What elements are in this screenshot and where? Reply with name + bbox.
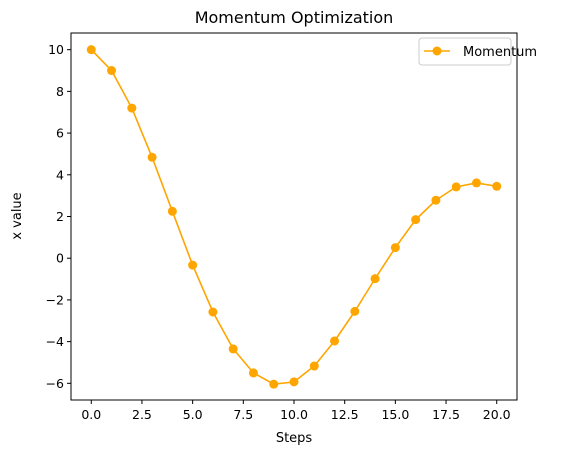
data-point <box>289 377 299 387</box>
y-tick-label: 0 <box>56 251 64 266</box>
x-axis-label: Steps <box>276 431 313 446</box>
legend-box <box>418 37 512 66</box>
data-point <box>86 45 96 55</box>
data-point <box>188 260 198 270</box>
data-point <box>471 178 481 188</box>
data-point <box>370 274 380 284</box>
chart-title: Momentum Optimization <box>195 8 394 27</box>
x-tick-label: 7.5 <box>233 407 253 422</box>
x-axis: 0.0 2.5 5.0 7.5 10.0 12.5 15.0 17.5 20.0 <box>81 400 511 422</box>
data-point <box>248 368 258 378</box>
data-point <box>147 152 157 162</box>
data-point <box>411 215 421 225</box>
legend: Momentum <box>418 37 537 66</box>
y-tick-label: 10 <box>48 42 64 57</box>
data-point <box>167 206 177 216</box>
data-point <box>350 306 360 316</box>
data-point <box>127 103 137 113</box>
y-axis-label: x value <box>10 192 25 239</box>
data-point <box>451 182 461 192</box>
data-point <box>330 336 340 346</box>
y-tick-label: −6 <box>46 376 64 391</box>
data-point <box>269 379 279 389</box>
x-tick-label: 20.0 <box>483 407 511 422</box>
series-layer <box>86 45 502 389</box>
data-point <box>431 195 441 205</box>
data-point <box>492 181 502 191</box>
x-tick-label: 0.0 <box>81 407 101 422</box>
y-axis: −6 −4 −2 0 2 4 6 8 10 <box>46 42 71 391</box>
y-tick-label: 4 <box>56 167 64 182</box>
legend-marker <box>432 46 442 56</box>
y-tick-label: 6 <box>56 126 64 141</box>
legend-label: Momentum <box>463 45 537 60</box>
data-point <box>107 66 117 76</box>
y-tick-label: −2 <box>46 292 64 307</box>
data-point <box>309 361 319 371</box>
y-tick-label: −4 <box>46 334 64 349</box>
y-tick-label: 2 <box>56 209 64 224</box>
y-tick-label: 8 <box>56 84 64 99</box>
x-tick-label: 10.0 <box>280 407 308 422</box>
data-point <box>208 307 218 317</box>
x-tick-label: 5.0 <box>183 407 203 422</box>
x-tick-label: 17.5 <box>432 407 460 422</box>
x-tick-label: 2.5 <box>132 407 152 422</box>
x-tick-label: 15.0 <box>381 407 409 422</box>
x-tick-label: 12.5 <box>331 407 359 422</box>
data-point <box>390 243 400 253</box>
plot-area <box>71 33 517 400</box>
data-point <box>228 344 238 354</box>
